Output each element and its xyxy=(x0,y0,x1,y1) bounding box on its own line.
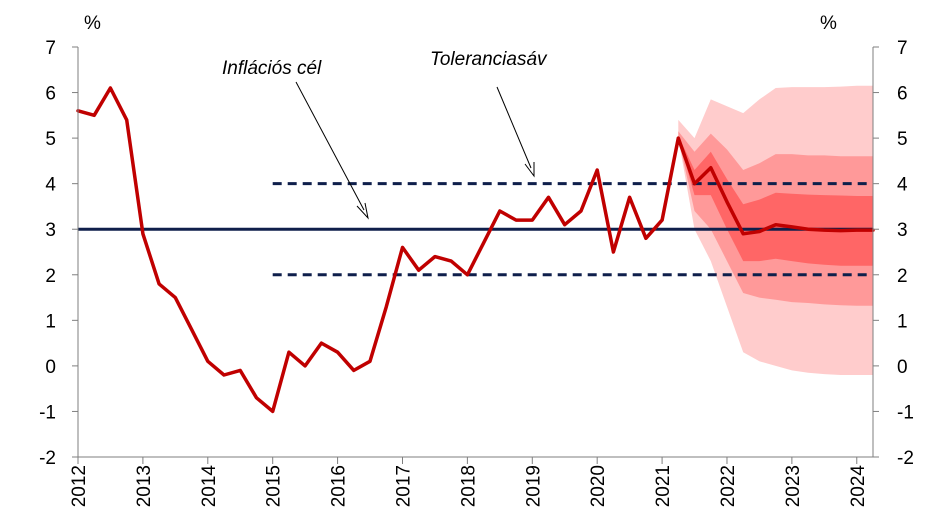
left-y-tick-label: 2 xyxy=(45,266,56,287)
right-y-tick-label: 3 xyxy=(897,220,908,241)
left-y-tick-label: -2 xyxy=(39,448,56,469)
tolerance-band-arrow-line xyxy=(496,86,532,169)
x-tick-label: 2018 xyxy=(458,465,479,507)
left-y-tick-label: 3 xyxy=(45,220,56,241)
x-tick-label: 2022 xyxy=(718,465,739,507)
x-tick-label: 2024 xyxy=(848,465,869,508)
inflation-target-arrow-line xyxy=(295,81,365,211)
left-y-tick-label: -1 xyxy=(39,402,56,423)
x-tick-label: 2023 xyxy=(783,465,804,507)
right-y-tick-label: -1 xyxy=(897,402,914,423)
inflation-target-arrowhead xyxy=(356,202,369,220)
x-tick-label: 2021 xyxy=(653,465,674,507)
x-tick-label: 2020 xyxy=(588,465,609,507)
left-y-unit: % xyxy=(84,13,101,34)
right-y-tick-label: 6 xyxy=(897,84,908,105)
x-tick-label: 2015 xyxy=(264,465,285,507)
tolerance-band-label: Toleranciasáv xyxy=(430,49,548,70)
left-y-tick-label: 5 xyxy=(45,129,56,150)
inflation-target-label: Inflációs cél xyxy=(222,58,322,79)
left-y-tick-label: 0 xyxy=(45,357,56,378)
series-lines xyxy=(76,86,875,414)
fan-band-3 xyxy=(678,135,873,266)
x-tick-label: 2013 xyxy=(134,465,155,507)
left-y-tick-label: 1 xyxy=(45,311,56,332)
x-tick-label: 2014 xyxy=(199,465,220,508)
right-y-tick-label: 1 xyxy=(897,311,908,332)
axes: -2 -2 -1 -1 0 0 1 1 2 2 3 3 4 4 5 5 6 6 7 7 2012 2013 2014 2015… xyxy=(39,38,914,507)
x-tick-label: 2012 xyxy=(69,465,90,507)
right-y-tick-label: -2 xyxy=(897,448,914,469)
x-tick-label: 2019 xyxy=(523,465,544,507)
right-y-tick-label: 7 xyxy=(897,38,908,59)
tolerance-band xyxy=(272,182,873,277)
right-y-tick-label: 2 xyxy=(897,266,908,287)
x-tick-label: 2016 xyxy=(329,465,350,507)
x-tick-label: 2017 xyxy=(393,465,414,507)
left-y-tick-label: 6 xyxy=(45,84,56,105)
series-line-1 xyxy=(76,86,875,414)
left-y-tick-label: 7 xyxy=(45,38,56,59)
right-y-unit: % xyxy=(820,13,837,34)
right-y-tick-label: 5 xyxy=(897,129,908,150)
tolerance-band-arrowhead xyxy=(524,162,535,178)
right-y-tick-label: 0 xyxy=(897,357,908,378)
right-y-tick-label: 4 xyxy=(897,175,908,196)
left-y-tick-label: 4 xyxy=(45,175,56,196)
